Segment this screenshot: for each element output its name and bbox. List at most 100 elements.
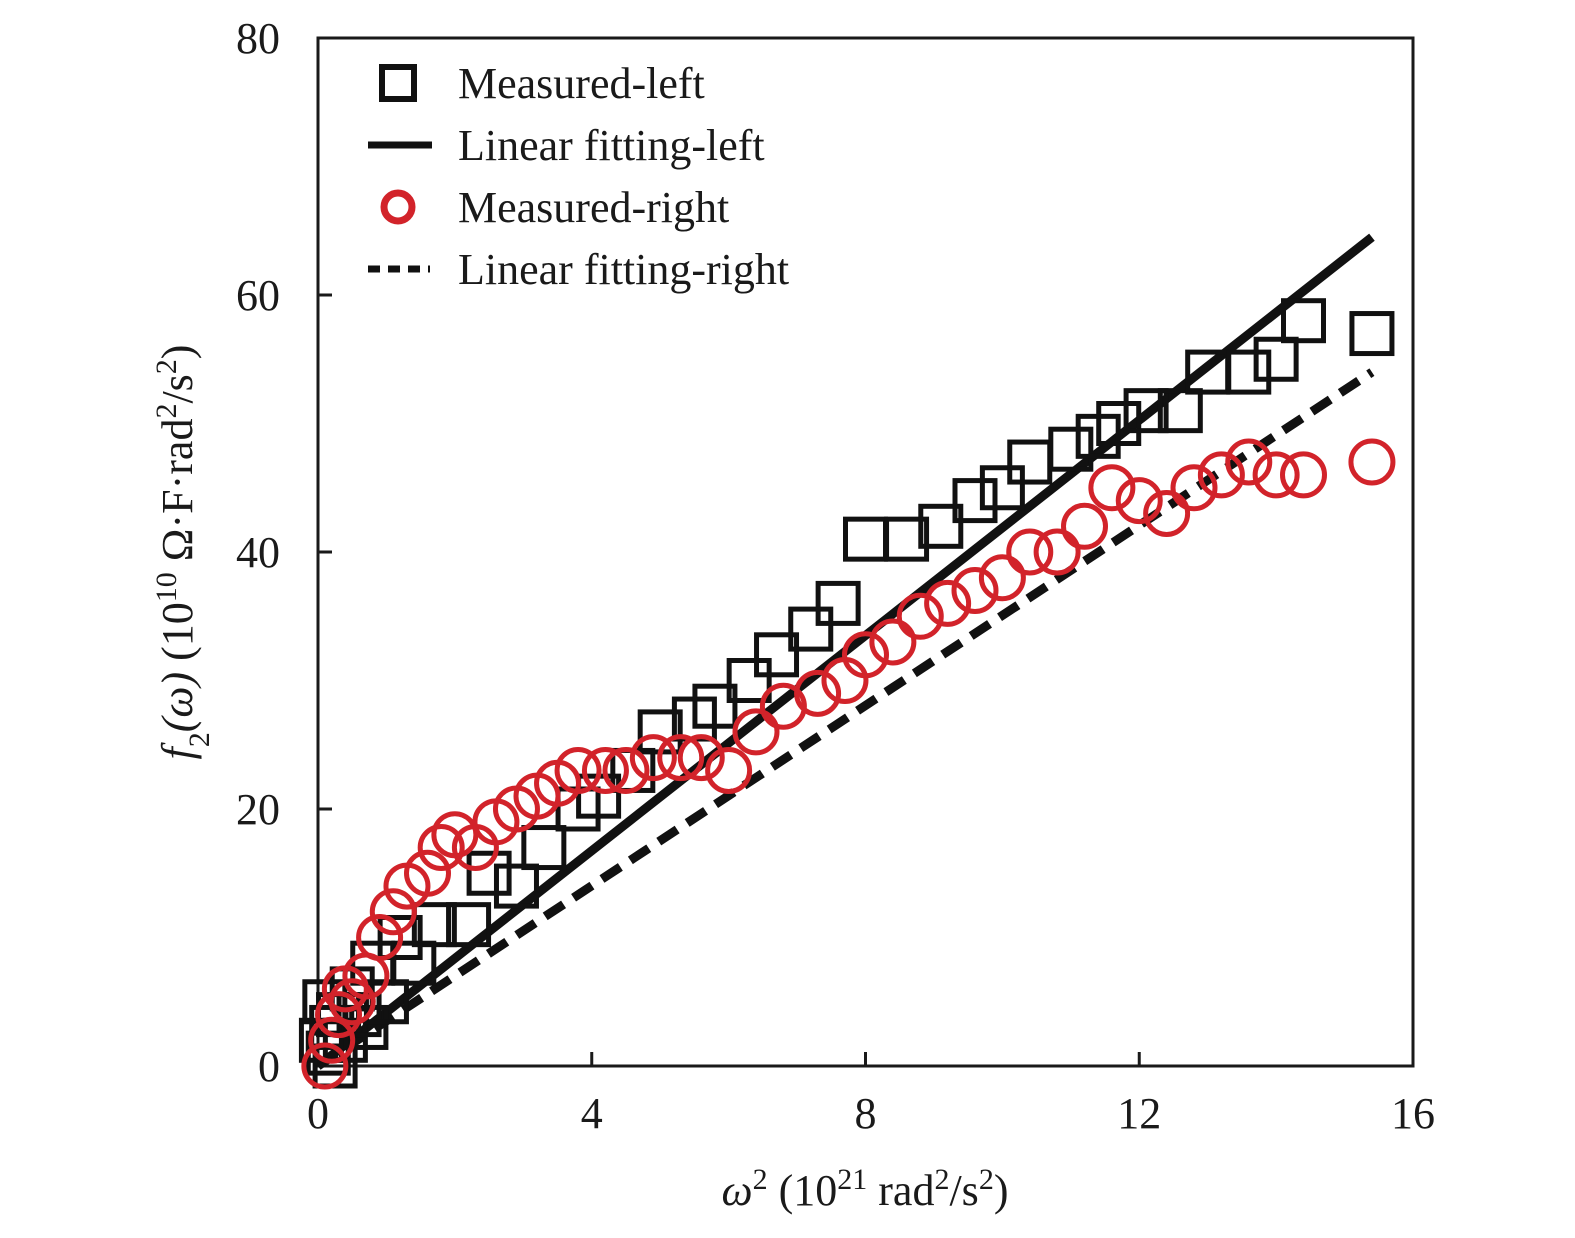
legend-marker-square (379, 64, 417, 102)
legend-label: Linear fitting-left (458, 121, 765, 170)
x-axis-label: ω2 (1021 rad2/s2) (722, 1163, 1009, 1216)
y-axis-label-exp: 10 (150, 572, 183, 602)
data-point-square (754, 632, 800, 678)
y-axis-label-unit: Ω·F·rad (153, 419, 202, 573)
data-point-circle (1280, 451, 1327, 499)
x-axis-label-open: (10 (768, 1166, 838, 1215)
data-point-square (788, 606, 834, 652)
data-point-square (815, 580, 861, 626)
data-point-square (692, 683, 738, 729)
data-point-circle (705, 746, 753, 794)
legend-marker-circle (380, 189, 416, 225)
x-tick-label: 8 (855, 1089, 877, 1138)
legend-label: Measured-right (458, 183, 729, 232)
data-point-circle (308, 1016, 356, 1064)
x-tick-label: 16 (1391, 1089, 1435, 1138)
y-axis-label: f2(ω) (1010 Ω·F·rad2/s2) (150, 345, 216, 760)
x-axis-label-unit-mid: /s (949, 1166, 978, 1215)
data-point-circle (1006, 528, 1054, 576)
fit-line-right (315, 368, 1375, 1070)
x-axis-label-var: ω (722, 1166, 753, 1215)
data-point-circle (1061, 502, 1108, 550)
data-point-circle (1170, 464, 1218, 512)
x-axis-label-unit: rad (867, 1166, 934, 1215)
data-point-square (1048, 426, 1094, 472)
legend-label: Measured-left (458, 59, 705, 108)
data-point-circle (1143, 489, 1191, 537)
data-point-square (446, 902, 492, 948)
data-point-square (726, 658, 772, 703)
data-point-circle (1197, 451, 1245, 499)
data-point-circle (759, 682, 807, 730)
y-tick-label: 60 (236, 271, 280, 320)
data-point-square (918, 503, 964, 549)
data-point-square (1157, 388, 1203, 434)
y-tick-label: 20 (236, 785, 280, 834)
data-point-square (1096, 401, 1142, 446)
data-point-circle (356, 914, 404, 961)
data-point-circle (978, 554, 1026, 602)
y-axis-label-arg: (ω) (153, 672, 202, 732)
data-point-square (1281, 298, 1326, 344)
series-layer (298, 233, 1396, 1090)
data-point-square (1007, 439, 1053, 485)
data-point-square (1123, 388, 1169, 434)
data-point-square (979, 465, 1025, 511)
x-axis-label-close: ) (994, 1166, 1009, 1215)
data-point-square (466, 850, 512, 896)
data-point-circle (869, 618, 917, 666)
data-point-circle (1115, 477, 1163, 525)
x-tick-label: 4 (581, 1089, 603, 1138)
legend-label: Linear fitting-right (458, 245, 789, 294)
data-point-circle (1088, 464, 1136, 512)
x-axis-label-unit-sup: 2 (934, 1163, 949, 1196)
data-point-circle (1348, 438, 1396, 486)
data-point-circle (1252, 451, 1300, 499)
data-point-circle (369, 888, 417, 936)
y-tick-label: 0 (258, 1042, 280, 1091)
data-point-circle (677, 734, 725, 782)
legend: Measured-left Linear fitting-left Measured… (368, 59, 789, 294)
y-axis-label-unit-sup2: 2 (150, 359, 183, 374)
data-point-circle (629, 734, 677, 782)
x-axis-label-unit-sup2: 2 (979, 1163, 994, 1196)
data-point-circle (924, 579, 972, 627)
series-measured-right (301, 438, 1396, 1090)
data-point-square (411, 902, 457, 948)
data-point-circle (602, 746, 650, 794)
data-point-circle (1225, 438, 1273, 486)
data-point-circle (1033, 528, 1081, 576)
data-point-circle (951, 567, 999, 615)
y-axis-label-unit-sup: 2 (150, 404, 183, 419)
y-tick-label: 80 (236, 14, 280, 63)
y-axis-ticks: 0 20 40 60 80 (236, 14, 332, 1091)
y-axis-label-close: ) (153, 345, 202, 360)
y-axis-label-unit-mid: /s (153, 374, 202, 403)
data-point-square (1226, 349, 1272, 395)
data-point-square (1253, 336, 1299, 382)
y-axis-label-func-sub: 2 (183, 732, 216, 747)
data-point-circle (404, 849, 451, 897)
data-point-circle (657, 734, 705, 782)
data-point-circle (554, 746, 602, 794)
data-point-square (1349, 311, 1395, 357)
x-axis-label-var-sup: 2 (753, 1163, 768, 1196)
x-axis-ticks: 0 4 8 12 16 (307, 1052, 1435, 1138)
data-point-circle (794, 669, 842, 717)
data-point-circle (732, 708, 780, 756)
data-point-circle (896, 592, 944, 640)
data-point-circle (315, 991, 363, 1039)
data-point-circle (842, 631, 889, 679)
data-point-square (493, 863, 539, 909)
x-axis-label-exp: 21 (837, 1163, 867, 1196)
data-point-square (884, 516, 930, 562)
y-axis-label-open: (10 (153, 602, 202, 672)
data-point-circle (328, 978, 376, 1026)
y-tick-label: 40 (236, 528, 280, 577)
data-point-circle (581, 746, 629, 794)
x-tick-label: 0 (307, 1089, 329, 1138)
data-point-circle (301, 1042, 349, 1090)
data-point-square (521, 825, 567, 871)
data-point-circle (417, 824, 465, 872)
